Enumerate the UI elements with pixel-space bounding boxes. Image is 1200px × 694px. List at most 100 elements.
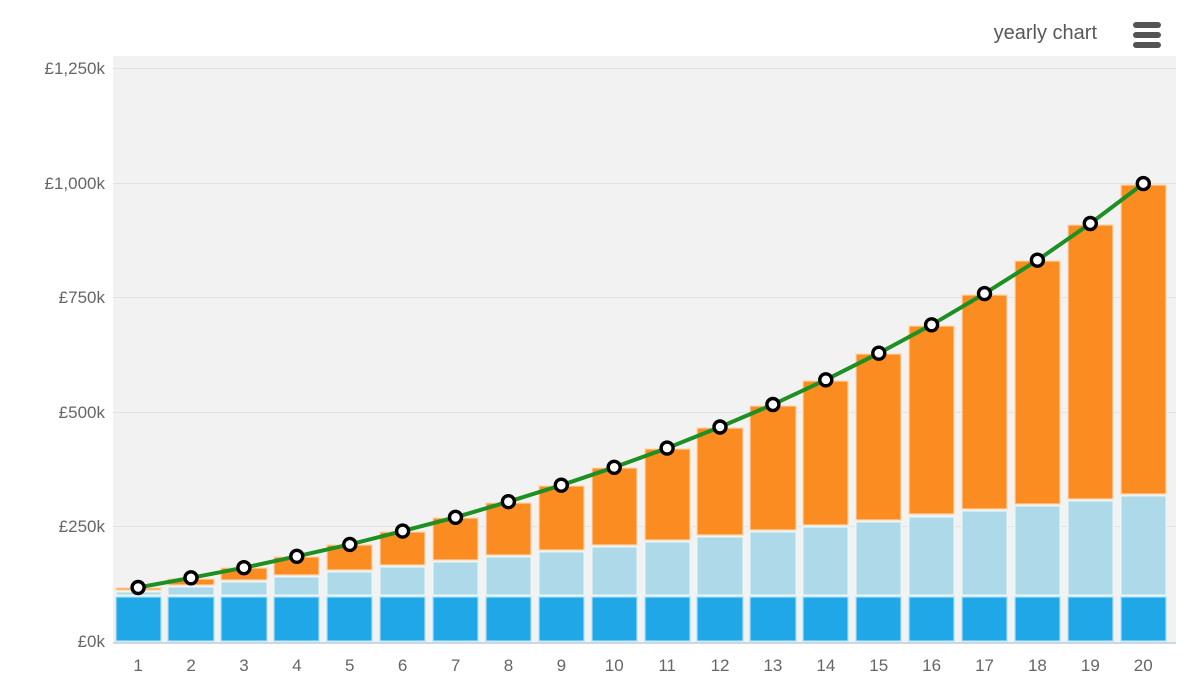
bar-segment-dark-blue-base-segment-year-5 <box>326 596 374 642</box>
bar-segment-orange-top-segment-year-18 <box>1013 260 1062 506</box>
stacked-bar-year-4[interactable] <box>273 556 321 642</box>
gridline-1250k <box>113 68 1176 69</box>
bar-segment-orange-top-segment-year-5 <box>326 544 374 571</box>
bar-segment-dark-blue-base-segment-year-18 <box>1013 596 1062 642</box>
bar-segment-light-blue-middle-segment-year-20 <box>1119 495 1167 597</box>
x-axis-tick-label: 14 <box>816 656 836 675</box>
x-axis-tick-label: 19 <box>1080 656 1100 675</box>
bar-segment-light-blue-middle-segment-year-14 <box>802 525 850 597</box>
stacked-bar-year-12[interactable] <box>696 427 744 642</box>
stacked-bar-year-20[interactable] <box>1119 183 1167 642</box>
bar-segment-light-blue-middle-segment-year-6 <box>379 565 427 597</box>
x-axis-tick-label: 20 <box>1133 656 1153 675</box>
x-axis-tick-label: 7 <box>450 656 461 675</box>
bar-segment-light-blue-middle-segment-year-3 <box>220 581 268 597</box>
bar-segment-light-blue-middle-segment-year-4 <box>273 576 321 597</box>
bar-segment-dark-blue-base-segment-year-17 <box>960 596 1009 642</box>
hamburger-bar <box>1133 42 1161 48</box>
y-axis-tick-label: £1,000k <box>44 173 106 193</box>
bar-segment-orange-top-segment-year-12 <box>696 427 744 536</box>
x-axis-tick-label: 18 <box>1027 656 1047 675</box>
bar-segment-light-blue-middle-segment-year-7 <box>431 560 480 597</box>
bar-segment-orange-top-segment-year-20 <box>1119 183 1167 496</box>
bar-segment-light-blue-middle-segment-year-12 <box>696 535 744 597</box>
hamburger-bar <box>1133 22 1161 28</box>
y-axis-tick-label: £1,250k <box>44 59 106 78</box>
x-axis-tick-label: 4 <box>292 656 302 675</box>
bar-segment-light-blue-middle-segment-year-16 <box>908 515 956 597</box>
x-axis-tick-label: 16 <box>922 656 942 675</box>
stacked-bar-year-5[interactable] <box>326 544 374 642</box>
bar-segment-light-blue-middle-segment-year-9 <box>537 550 585 597</box>
bar-segment-dark-blue-base-segment-year-10 <box>590 596 638 642</box>
stacked-bar-year-6[interactable] <box>379 531 427 642</box>
bar-segment-dark-blue-base-segment-year-12 <box>696 596 744 642</box>
bar-segment-dark-blue-base-segment-year-15 <box>855 596 903 642</box>
bar-segment-light-blue-middle-segment-year-17 <box>960 510 1009 597</box>
bar-segment-dark-blue-base-segment-year-4 <box>273 596 321 642</box>
y-axis-tick-label: £0k <box>77 632 105 651</box>
bar-segment-dark-blue-base-segment-year-14 <box>802 596 850 642</box>
bar-segment-dark-blue-base-segment-year-8 <box>484 596 533 642</box>
bar-segment-orange-top-segment-year-4 <box>273 556 321 576</box>
x-axis-tick-label: 12 <box>710 656 730 675</box>
bar-segment-dark-blue-base-segment-year-13 <box>749 596 797 642</box>
bar-segment-orange-top-segment-year-16 <box>908 324 956 516</box>
stacked-bar-year-15[interactable] <box>855 353 903 642</box>
x-axis-tick-label: 9 <box>556 656 567 675</box>
stacked-bar-year-7[interactable] <box>431 517 480 642</box>
x-axis-tick-label: 8 <box>503 656 514 675</box>
x-axis-tick-label: 1 <box>133 656 143 675</box>
stacked-bar-year-16[interactable] <box>908 324 956 642</box>
bar-segment-light-blue-middle-segment-year-19 <box>1066 500 1114 597</box>
bar-segment-light-blue-middle-segment-year-15 <box>855 520 903 597</box>
stacked-bar-year-10[interactable] <box>590 467 638 642</box>
hamburger-bar <box>1133 32 1161 38</box>
bar-segment-light-blue-middle-segment-year-10 <box>590 545 638 597</box>
bar-segment-orange-top-segment-year-17 <box>960 293 1009 511</box>
bar-segment-light-blue-middle-segment-year-5 <box>326 570 374 597</box>
x-axis-tick-label: 5 <box>345 656 355 675</box>
stacked-bar-year-19[interactable] <box>1066 223 1114 642</box>
stacked-bar-year-18[interactable] <box>1013 260 1062 642</box>
stacked-bar-year-14[interactable] <box>802 379 850 642</box>
bar-segment-light-blue-middle-segment-year-13 <box>749 530 797 597</box>
x-axis-tick-label: 17 <box>975 656 994 675</box>
bar-segment-dark-blue-base-segment-year-11 <box>643 596 691 642</box>
bar-segment-light-blue-middle-segment-year-1 <box>114 591 162 597</box>
x-axis-tick-label: 6 <box>397 656 408 675</box>
bar-segment-dark-blue-base-segment-year-3 <box>220 596 268 642</box>
bar-segment-orange-top-segment-year-10 <box>590 467 638 546</box>
stacked-bar-year-2[interactable] <box>167 577 215 642</box>
x-axis-tick-label: 11 <box>658 656 676 675</box>
bar-segment-dark-blue-base-segment-year-16 <box>908 596 956 642</box>
y-axis-tick-label: £750k <box>58 288 105 308</box>
y-axis-tick-label: £250k <box>58 517 105 537</box>
x-axis-tick-label: 10 <box>604 656 624 675</box>
bar-segment-orange-top-segment-year-2 <box>167 577 215 587</box>
x-axis-tick-label: 3 <box>239 656 249 675</box>
stacked-bar-year-1[interactable] <box>114 587 162 642</box>
bar-segment-light-blue-middle-segment-year-8 <box>484 555 533 597</box>
stacked-bar-year-3[interactable] <box>220 567 268 642</box>
stacked-bar-year-11[interactable] <box>643 448 691 642</box>
bar-segment-orange-top-segment-year-6 <box>379 531 427 566</box>
bar-segment-light-blue-middle-segment-year-11 <box>643 540 691 597</box>
bar-segment-dark-blue-base-segment-year-20 <box>1119 596 1167 642</box>
bar-segment-light-blue-middle-segment-year-2 <box>167 586 215 597</box>
bar-segment-light-blue-middle-segment-year-18 <box>1013 505 1062 597</box>
bar-segment-orange-top-segment-year-3 <box>220 567 268 582</box>
y-axis-tick-label: £500k <box>58 402 105 422</box>
chart-title: yearly chart <box>993 22 1097 44</box>
x-axis-tick-label: 2 <box>186 656 196 675</box>
stacked-bar-year-13[interactable] <box>749 404 797 642</box>
bar-segment-orange-top-segment-year-9 <box>537 485 585 551</box>
stacked-bar-year-17[interactable] <box>960 293 1009 642</box>
bar-segment-orange-top-segment-year-8 <box>484 501 533 556</box>
x-axis-tick-label: 15 <box>869 656 889 675</box>
stacked-bar-year-8[interactable] <box>484 501 533 642</box>
x-axis-tick-label: 13 <box>763 656 783 675</box>
stacked-bar-year-9[interactable] <box>537 485 585 642</box>
hamburger-menu-icon[interactable] <box>1133 22 1161 48</box>
